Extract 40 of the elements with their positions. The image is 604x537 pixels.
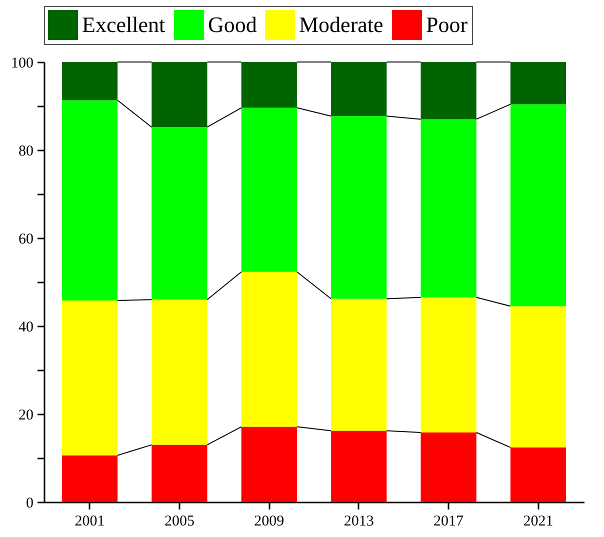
y-tick-label: 80 [18,144,34,160]
x-tick-label: 2013 [344,514,374,530]
x-tick-label: 2009 [254,514,284,530]
x-tick-label: 2017 [434,514,464,530]
bar [331,116,387,299]
legend-label: Excellent [82,12,166,37]
x-tick-label: 2005 [164,514,194,530]
bar [241,62,297,108]
bar [420,297,476,432]
bar [152,62,208,128]
bar [152,444,208,502]
bar [62,300,118,456]
bar [510,306,566,448]
legend-label: Good [208,12,257,37]
bar [331,62,387,116]
bar [510,447,566,502]
legend-label: Poor [426,12,468,37]
bar [241,108,297,272]
bar [241,426,297,502]
bar [241,272,297,427]
bar [152,300,208,445]
bar [62,100,118,300]
legend-label: Moderate [299,12,384,37]
bar [420,432,476,502]
y-tick-label: 40 [18,320,34,336]
y-tick-label: 100 [11,56,34,72]
x-tick-label: 2021 [523,514,554,530]
bar [510,104,566,306]
bar [331,298,387,431]
bar [510,62,566,104]
bar [420,62,476,120]
bar [331,430,387,502]
y-tick-label: 0 [26,496,34,512]
bar [420,119,476,298]
bar [62,62,118,100]
y-tick-label: 60 [18,232,34,248]
bar [152,127,208,300]
x-tick-label: 2001 [74,514,105,530]
bar [62,455,118,502]
y-tick-label: 20 [18,408,34,424]
